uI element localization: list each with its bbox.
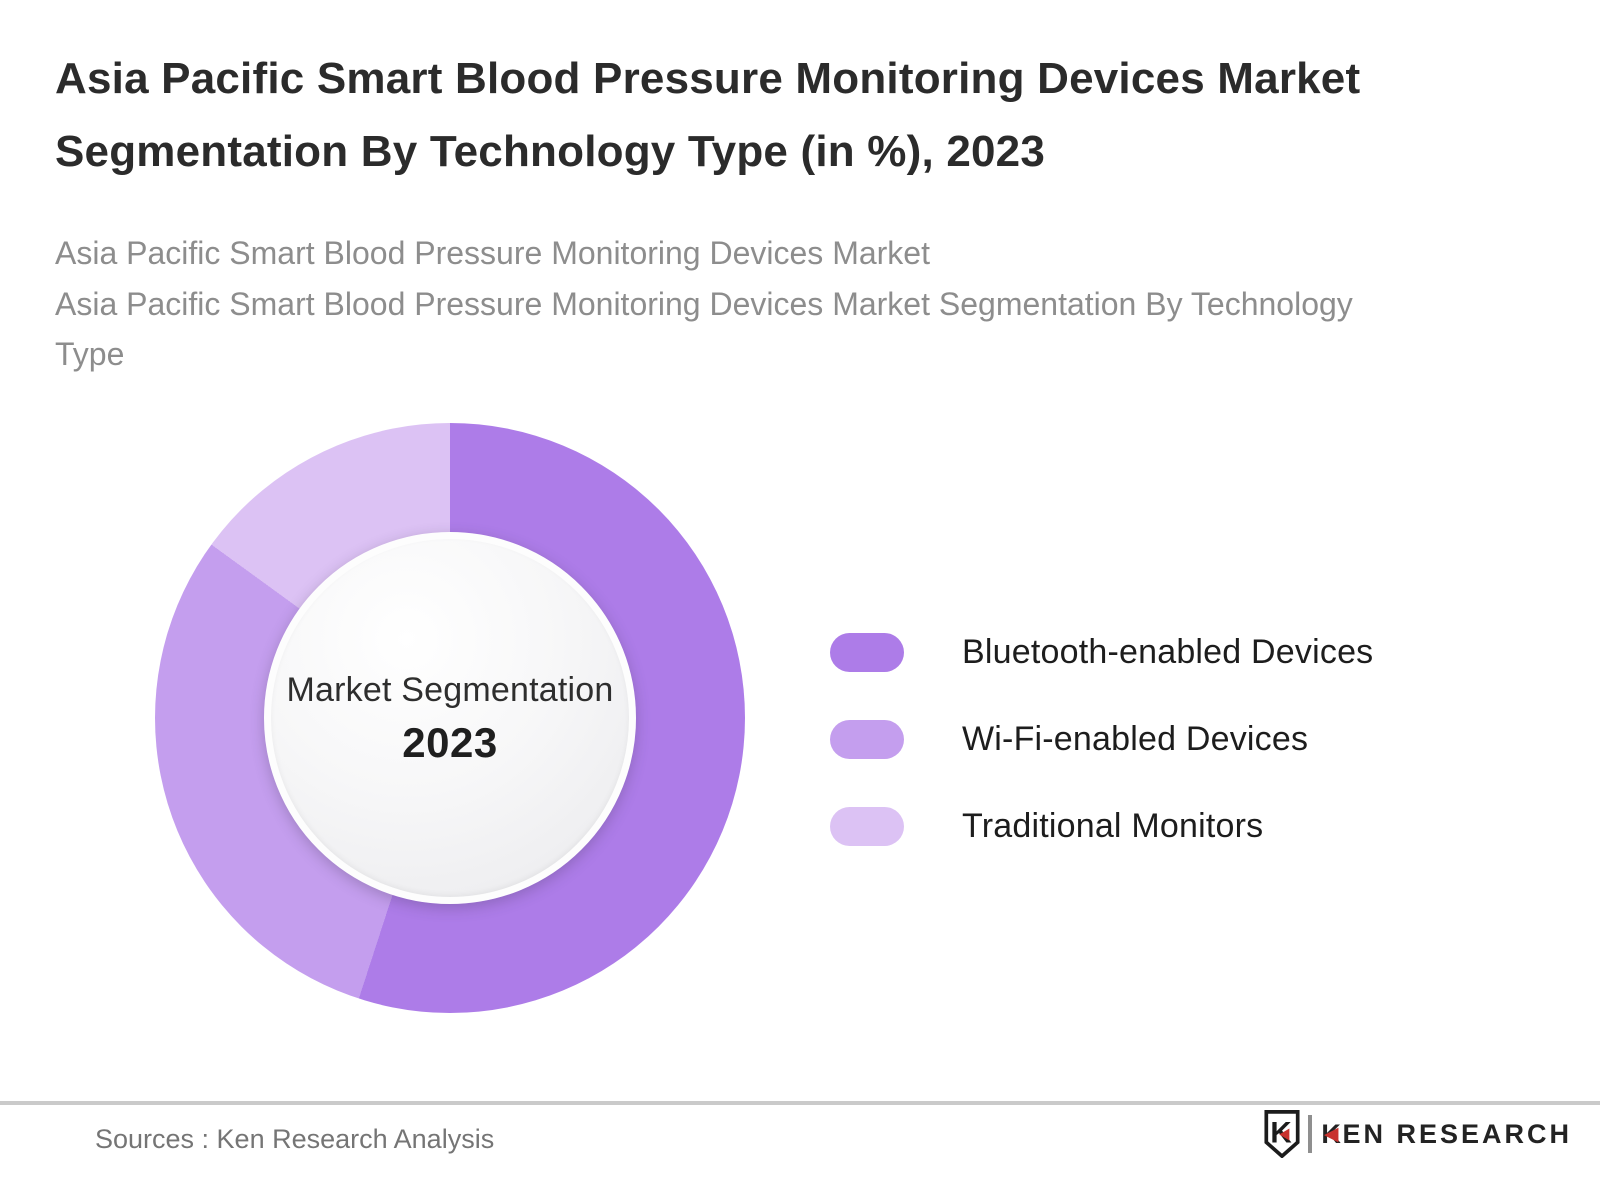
ken-research-wordmark: K ◀ EN RESEARCH [1321, 1119, 1572, 1150]
page-subtitle: Asia Pacific Smart Blood Pressure Monito… [55, 228, 1395, 380]
ken-research-shield-icon: K [1264, 1110, 1300, 1158]
svg-text:K: K [1271, 1116, 1293, 1149]
subtitle-line-2: Asia Pacific Smart Blood Pressure Monito… [55, 285, 1353, 373]
legend-item-traditional: Traditional Monitors [830, 807, 1373, 846]
legend-swatch-traditional [830, 807, 904, 846]
logo-separator [1308, 1115, 1313, 1153]
chart-legend: Bluetooth-enabled Devices Wi-Fi-enabled … [830, 633, 1373, 846]
sources-note: Sources : Ken Research Analysis [95, 1124, 495, 1154]
donut-center-label: Market Segmentation [286, 670, 614, 709]
page-title: Asia Pacific Smart Blood Pressure Monito… [55, 54, 1361, 177]
legend-label-bluetooth: Bluetooth-enabled Devices [962, 633, 1374, 671]
legend-swatch-wifi [830, 720, 904, 759]
footer-divider [0, 1101, 1600, 1105]
donut-chart: Market Segmentation 2023 [155, 423, 745, 1013]
legend-label-wifi: Wi-Fi-enabled Devices [962, 720, 1309, 758]
legend-item-wifi: Wi-Fi-enabled Devices [830, 720, 1373, 759]
legend-item-bluetooth: Bluetooth-enabled Devices [830, 633, 1373, 672]
red-triangle-icon: ◀ [1323, 1123, 1342, 1145]
donut-center-year: 2023 [402, 719, 498, 767]
legend-swatch-bluetooth [830, 633, 904, 672]
legend-label-traditional: Traditional Monitors [962, 807, 1264, 845]
subtitle-line-1: Asia Pacific Smart Blood Pressure Monito… [55, 235, 930, 271]
ken-research-logo: K K ◀ EN RESEARCH [1263, 1110, 1572, 1158]
wordmark-k: K [1321, 1118, 1344, 1149]
donut-center: Market Segmentation 2023 [264, 532, 636, 904]
wordmark-rest: EN RESEARCH [1342, 1118, 1572, 1149]
